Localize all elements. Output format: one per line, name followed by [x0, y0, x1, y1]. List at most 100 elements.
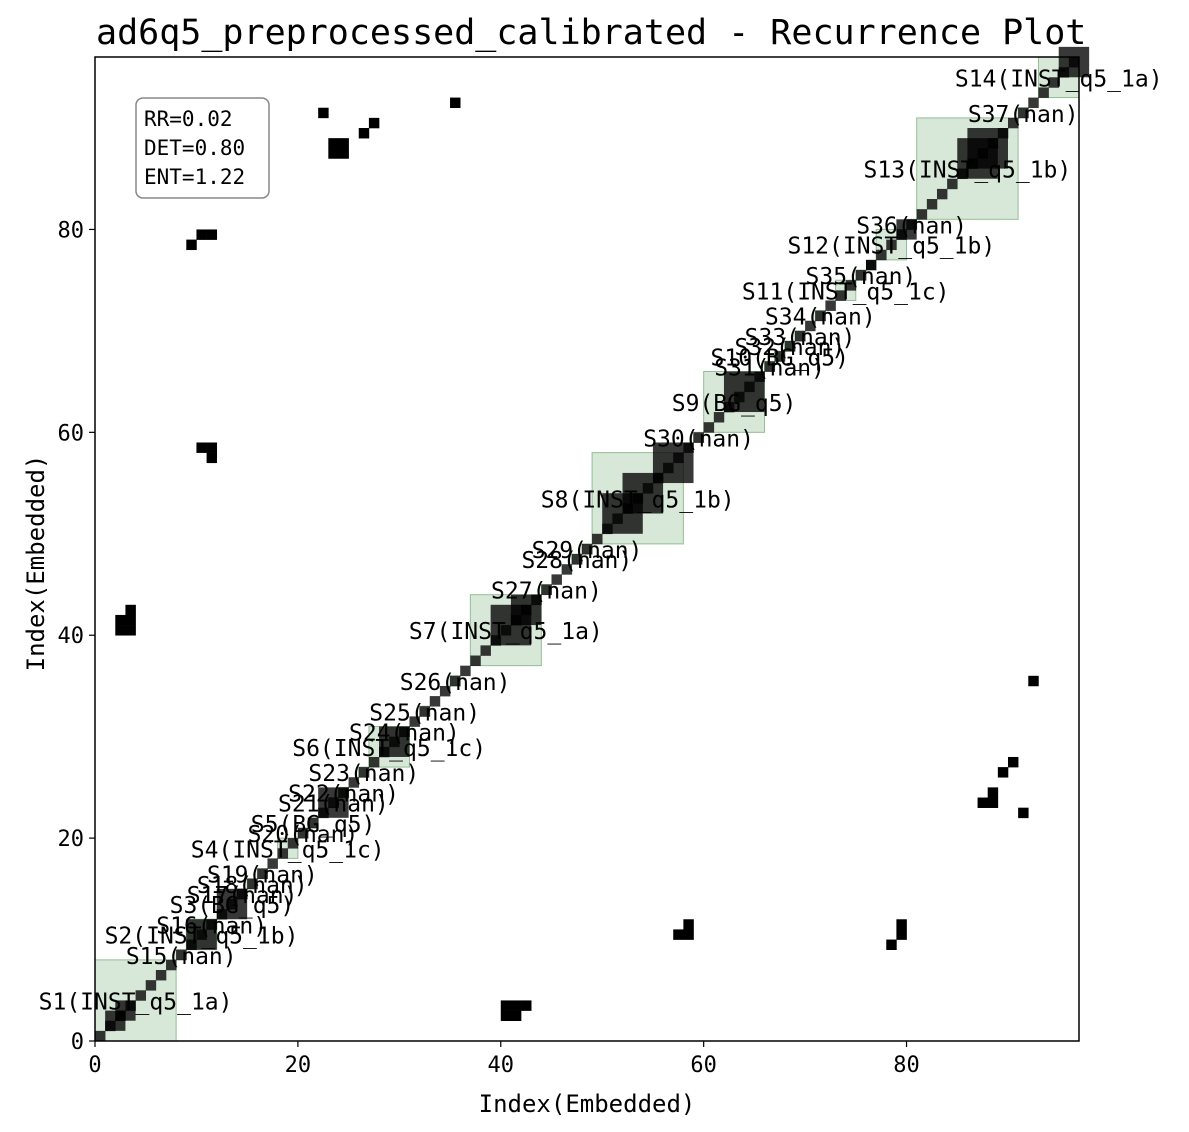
diagonal-point: [95, 1030, 106, 1042]
segment-labels: S1(INST_q5_1a) S2(INST_q5_1b) S3(BG_q5) S4(…: [39, 66, 1163, 1015]
recurrence-point: [358, 128, 370, 139]
segment-label: S11(INST_q5_1c): [742, 279, 950, 305]
diagonal-point: [713, 412, 725, 423]
recurrence-point: [1018, 807, 1029, 819]
recurrence-block: [1058, 46, 1090, 78]
diagonal-point: [592, 533, 603, 545]
diagonal-point: [155, 969, 167, 981]
diagonal-point: [166, 959, 177, 971]
diagonal-point: [470, 655, 481, 666]
recurrence-block: [723, 371, 765, 413]
recurrence-point: [125, 625, 136, 636]
segment-label: S9(BG_q5): [672, 391, 797, 417]
x-tick-label: 40: [488, 1053, 515, 1078]
diagonal-point: [368, 756, 380, 768]
segment-label: S27(nan): [491, 579, 602, 605]
recurrence-block: [896, 219, 917, 240]
segment-label: S34(nan): [765, 305, 876, 331]
x-tick-label: 0: [88, 1053, 101, 1078]
recurrence-block: [115, 1000, 136, 1021]
diagonal-point: [1048, 77, 1060, 88]
x-tick-label: 80: [893, 1053, 920, 1078]
recurrence-point: [683, 929, 694, 940]
recurrence-point: [368, 117, 380, 129]
recurrence-block: [379, 726, 410, 757]
diagonal-point: [439, 685, 451, 697]
stats-box: RR=0.02 DET=0.80 ENT=1.22: [135, 97, 270, 199]
diagonal-point: [247, 878, 258, 890]
diagonal-point: [429, 696, 441, 707]
diagonal-point: [825, 300, 836, 311]
diagonal-point: [794, 330, 806, 342]
recurrence-block: [865, 259, 877, 271]
recurrence-point: [450, 97, 461, 109]
recurrence-point: [987, 797, 999, 808]
recurrence-point: [115, 614, 126, 626]
diagonal-point: [855, 270, 867, 281]
segment-label: S8(INST_q5_1b): [541, 487, 735, 513]
recurrence-point: [886, 939, 897, 951]
diagonal-point: [926, 199, 938, 210]
recurrence-point: [196, 229, 207, 240]
recurrence-points: [95, 46, 1090, 1042]
diagonal-point: [1028, 97, 1039, 109]
recurrence-point: [521, 1000, 532, 1011]
segment-label: S36(nan): [856, 213, 967, 239]
stat-rr: RR=0.02: [144, 107, 233, 131]
recurrence-point: [683, 919, 694, 930]
recurrence-point: [1028, 675, 1039, 687]
recurrence-point: [1007, 756, 1019, 768]
diagonal-point: [571, 554, 583, 565]
recurrence-point: [338, 138, 349, 149]
diagonal-point: [308, 817, 319, 829]
diagonal-point: [287, 838, 299, 849]
stat-det: DET=0.80: [144, 136, 245, 160]
recurrence-point: [338, 148, 349, 159]
segment-label: S26(nan): [400, 670, 511, 696]
y-tick-label: 80: [58, 218, 85, 243]
diagonal-point: [805, 320, 816, 332]
chart-title: ad6q5_preprocessed_calibrated - Recurren…: [96, 13, 1086, 53]
x-tick-label: 20: [285, 1053, 312, 1078]
diagonal-point: [480, 645, 491, 656]
segment-label: S18(nan): [197, 873, 308, 899]
recurrence-block: [186, 919, 217, 950]
diagonal-point: [784, 341, 796, 352]
segment-label: S19(nan): [207, 863, 318, 889]
diagonal-point: [419, 706, 431, 717]
recurrence-point: [186, 239, 197, 251]
diagonal-point: [145, 980, 157, 991]
segment-label: S32(nan): [734, 335, 845, 361]
diagonal-point: [297, 827, 309, 839]
recurrence-point: [196, 442, 207, 453]
diagonal-point: [916, 209, 928, 220]
stats-box-frame: [135, 97, 270, 199]
diagonal-point: [835, 290, 846, 301]
segment-label: S33(nan): [745, 325, 856, 351]
diagonal-point: [1018, 107, 1029, 119]
diagonal-point: [947, 178, 958, 190]
segment-label: S23(nan): [308, 761, 419, 787]
diagonal-point: [460, 665, 471, 677]
segment-label: S37(nan): [968, 102, 1079, 128]
segment-label: S14(INST_q5_1a): [955, 66, 1163, 92]
segment-label: S12(INST_q5_1b): [787, 234, 995, 260]
diagonal-point: [135, 990, 147, 1001]
segment-label: S2(INST_q5_1b): [105, 923, 299, 949]
recurrence-point: [987, 787, 999, 798]
recurrence-block: [216, 888, 248, 920]
segment-label: S22(nan): [288, 781, 399, 807]
segment-label: S29(nan): [532, 538, 643, 564]
segment-label: S13(INST_q5_1b): [864, 158, 1072, 184]
axis-ticks: 0 20 40 60 80 0 20 40 60 80: [58, 218, 920, 1078]
recurrence-point: [206, 229, 218, 240]
diagonal-point: [886, 239, 897, 251]
segment-label: S10(BG_q5): [711, 345, 849, 371]
diagonal-point: [348, 777, 360, 788]
diagonal-point: [409, 716, 420, 727]
segment-label: S3(BG_q5): [170, 893, 295, 919]
segment-label: S20(nan): [248, 822, 359, 848]
segment-label: S31(nan): [714, 355, 825, 381]
stat-ent: ENT=1.22: [144, 165, 245, 189]
